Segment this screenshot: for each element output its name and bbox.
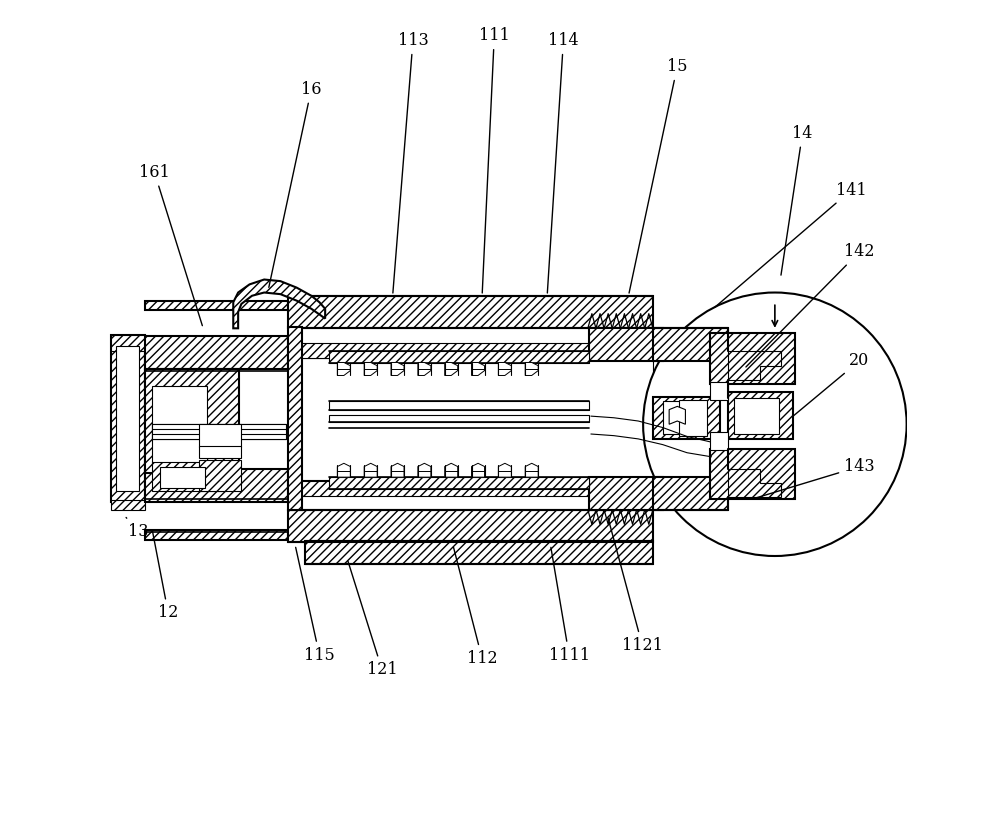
Polygon shape [472,362,485,375]
Text: 14: 14 [781,125,813,275]
Circle shape [643,292,907,556]
Bar [288,357,653,480]
Bar [116,346,139,491]
Polygon shape [364,362,377,375]
Text: 1111: 1111 [549,548,590,663]
Bar [288,510,653,542]
Polygon shape [364,463,377,477]
Polygon shape [525,362,538,375]
Text: 143: 143 [755,458,875,499]
Bar [663,401,681,434]
Bar [152,424,286,439]
Bar [199,460,241,491]
Polygon shape [418,362,431,375]
Bar [111,500,145,510]
Bar [152,386,207,463]
Bar [288,326,302,510]
Bar [710,449,795,499]
Bar [199,446,241,459]
Text: 112: 112 [454,548,497,667]
Bar [710,382,728,400]
Bar [111,335,145,351]
Bar [653,477,728,510]
Text: 115: 115 [296,548,335,663]
Text: 1121: 1121 [608,518,663,654]
Bar [728,392,793,439]
Bar [160,468,205,488]
Polygon shape [391,463,404,477]
Text: 12: 12 [152,531,178,622]
Polygon shape [728,469,781,498]
Text: 142: 142 [746,243,875,367]
Bar [589,477,663,510]
Text: 15: 15 [629,58,688,293]
Bar [710,333,795,384]
Text: 20: 20 [793,353,870,416]
Bar [653,397,720,439]
Bar [329,401,589,410]
Bar [145,469,288,502]
Bar [145,300,288,310]
Bar [145,530,288,539]
Polygon shape [445,463,458,477]
Text: 161: 161 [139,164,202,326]
Bar [329,415,589,422]
Text: 13: 13 [126,517,148,540]
Polygon shape [525,463,538,477]
Bar [589,328,663,361]
Bar [145,336,288,369]
Text: 111: 111 [479,27,510,293]
Bar [679,400,707,436]
Bar [152,463,225,491]
Bar [734,398,779,434]
Text: 114: 114 [547,32,579,293]
Polygon shape [498,362,511,375]
Text: 16: 16 [269,81,322,287]
Bar [288,343,653,357]
Bar [152,424,286,439]
Polygon shape [233,280,325,328]
Bar [329,477,589,490]
Bar [710,432,728,450]
Bar [288,481,653,496]
Bar [288,295,653,328]
Text: 141: 141 [715,181,867,307]
Polygon shape [337,362,350,375]
Bar [305,541,653,564]
Bar [199,424,241,447]
Polygon shape [728,351,781,379]
Text: 121: 121 [348,561,397,678]
Polygon shape [472,463,485,477]
Polygon shape [669,406,685,424]
Bar [329,351,589,363]
Polygon shape [445,362,458,375]
Polygon shape [337,463,350,477]
Bar [145,369,239,473]
Polygon shape [418,463,431,477]
Bar [111,335,145,502]
Polygon shape [498,463,511,477]
Polygon shape [391,362,404,375]
Text: 113: 113 [393,32,428,293]
Bar [653,328,728,361]
